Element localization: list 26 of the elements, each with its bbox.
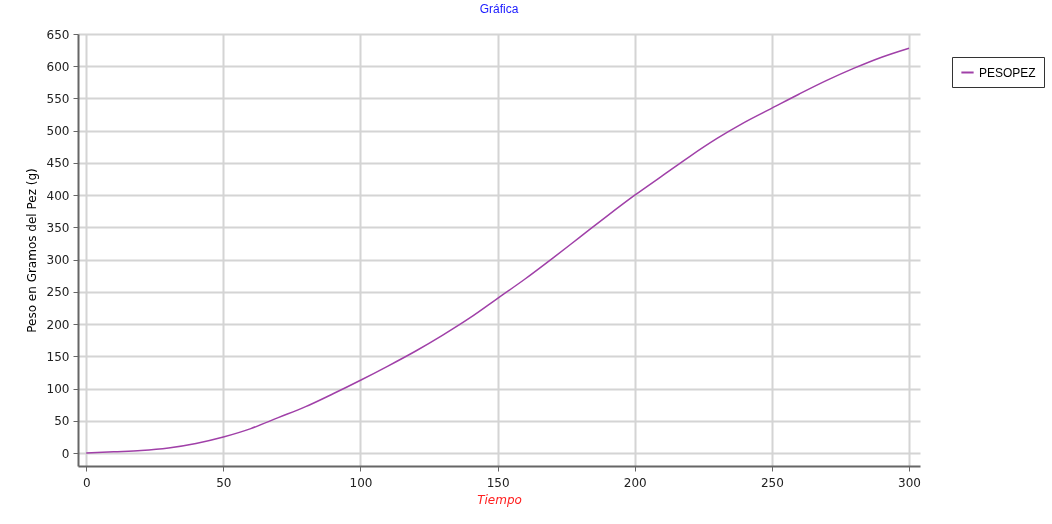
x-tick-label: 150: [486, 475, 510, 490]
x-tick-label: 300: [898, 475, 921, 490]
y-tick-label: 250: [46, 285, 70, 300]
x-tick-label: 50: [216, 475, 232, 490]
legend-label: PESOPEZ: [979, 65, 1036, 80]
y-tick-label: 500: [46, 124, 70, 139]
x-tick-label: 200: [623, 475, 647, 490]
y-tick-label: 150: [46, 349, 70, 364]
y-tick-label: 200: [46, 317, 70, 332]
y-tick-label: 550: [46, 91, 70, 106]
x-axis-title: Tiempo: [477, 492, 522, 507]
x-tick-label: 0: [82, 475, 91, 490]
y-tick-label: 300: [46, 253, 70, 268]
x-tick-label: 100: [349, 475, 373, 490]
y-tick-label: 650: [46, 27, 70, 42]
y-tick-label: 600: [46, 59, 70, 74]
line-series: [85, 47, 910, 454]
y-tick-label: 50: [54, 414, 70, 429]
y-tick-label: 450: [46, 156, 70, 171]
y-axis-title: Peso en Gramos del Pez (g): [24, 168, 39, 333]
y-tick-label: 100: [46, 382, 70, 397]
chart-title: Gráfica: [479, 2, 519, 16]
x-tick-label: 250: [760, 475, 784, 490]
y-tick-label: 0: [61, 446, 70, 461]
y-tick-label: 400: [46, 188, 70, 203]
y-tick-label: 350: [46, 220, 70, 235]
